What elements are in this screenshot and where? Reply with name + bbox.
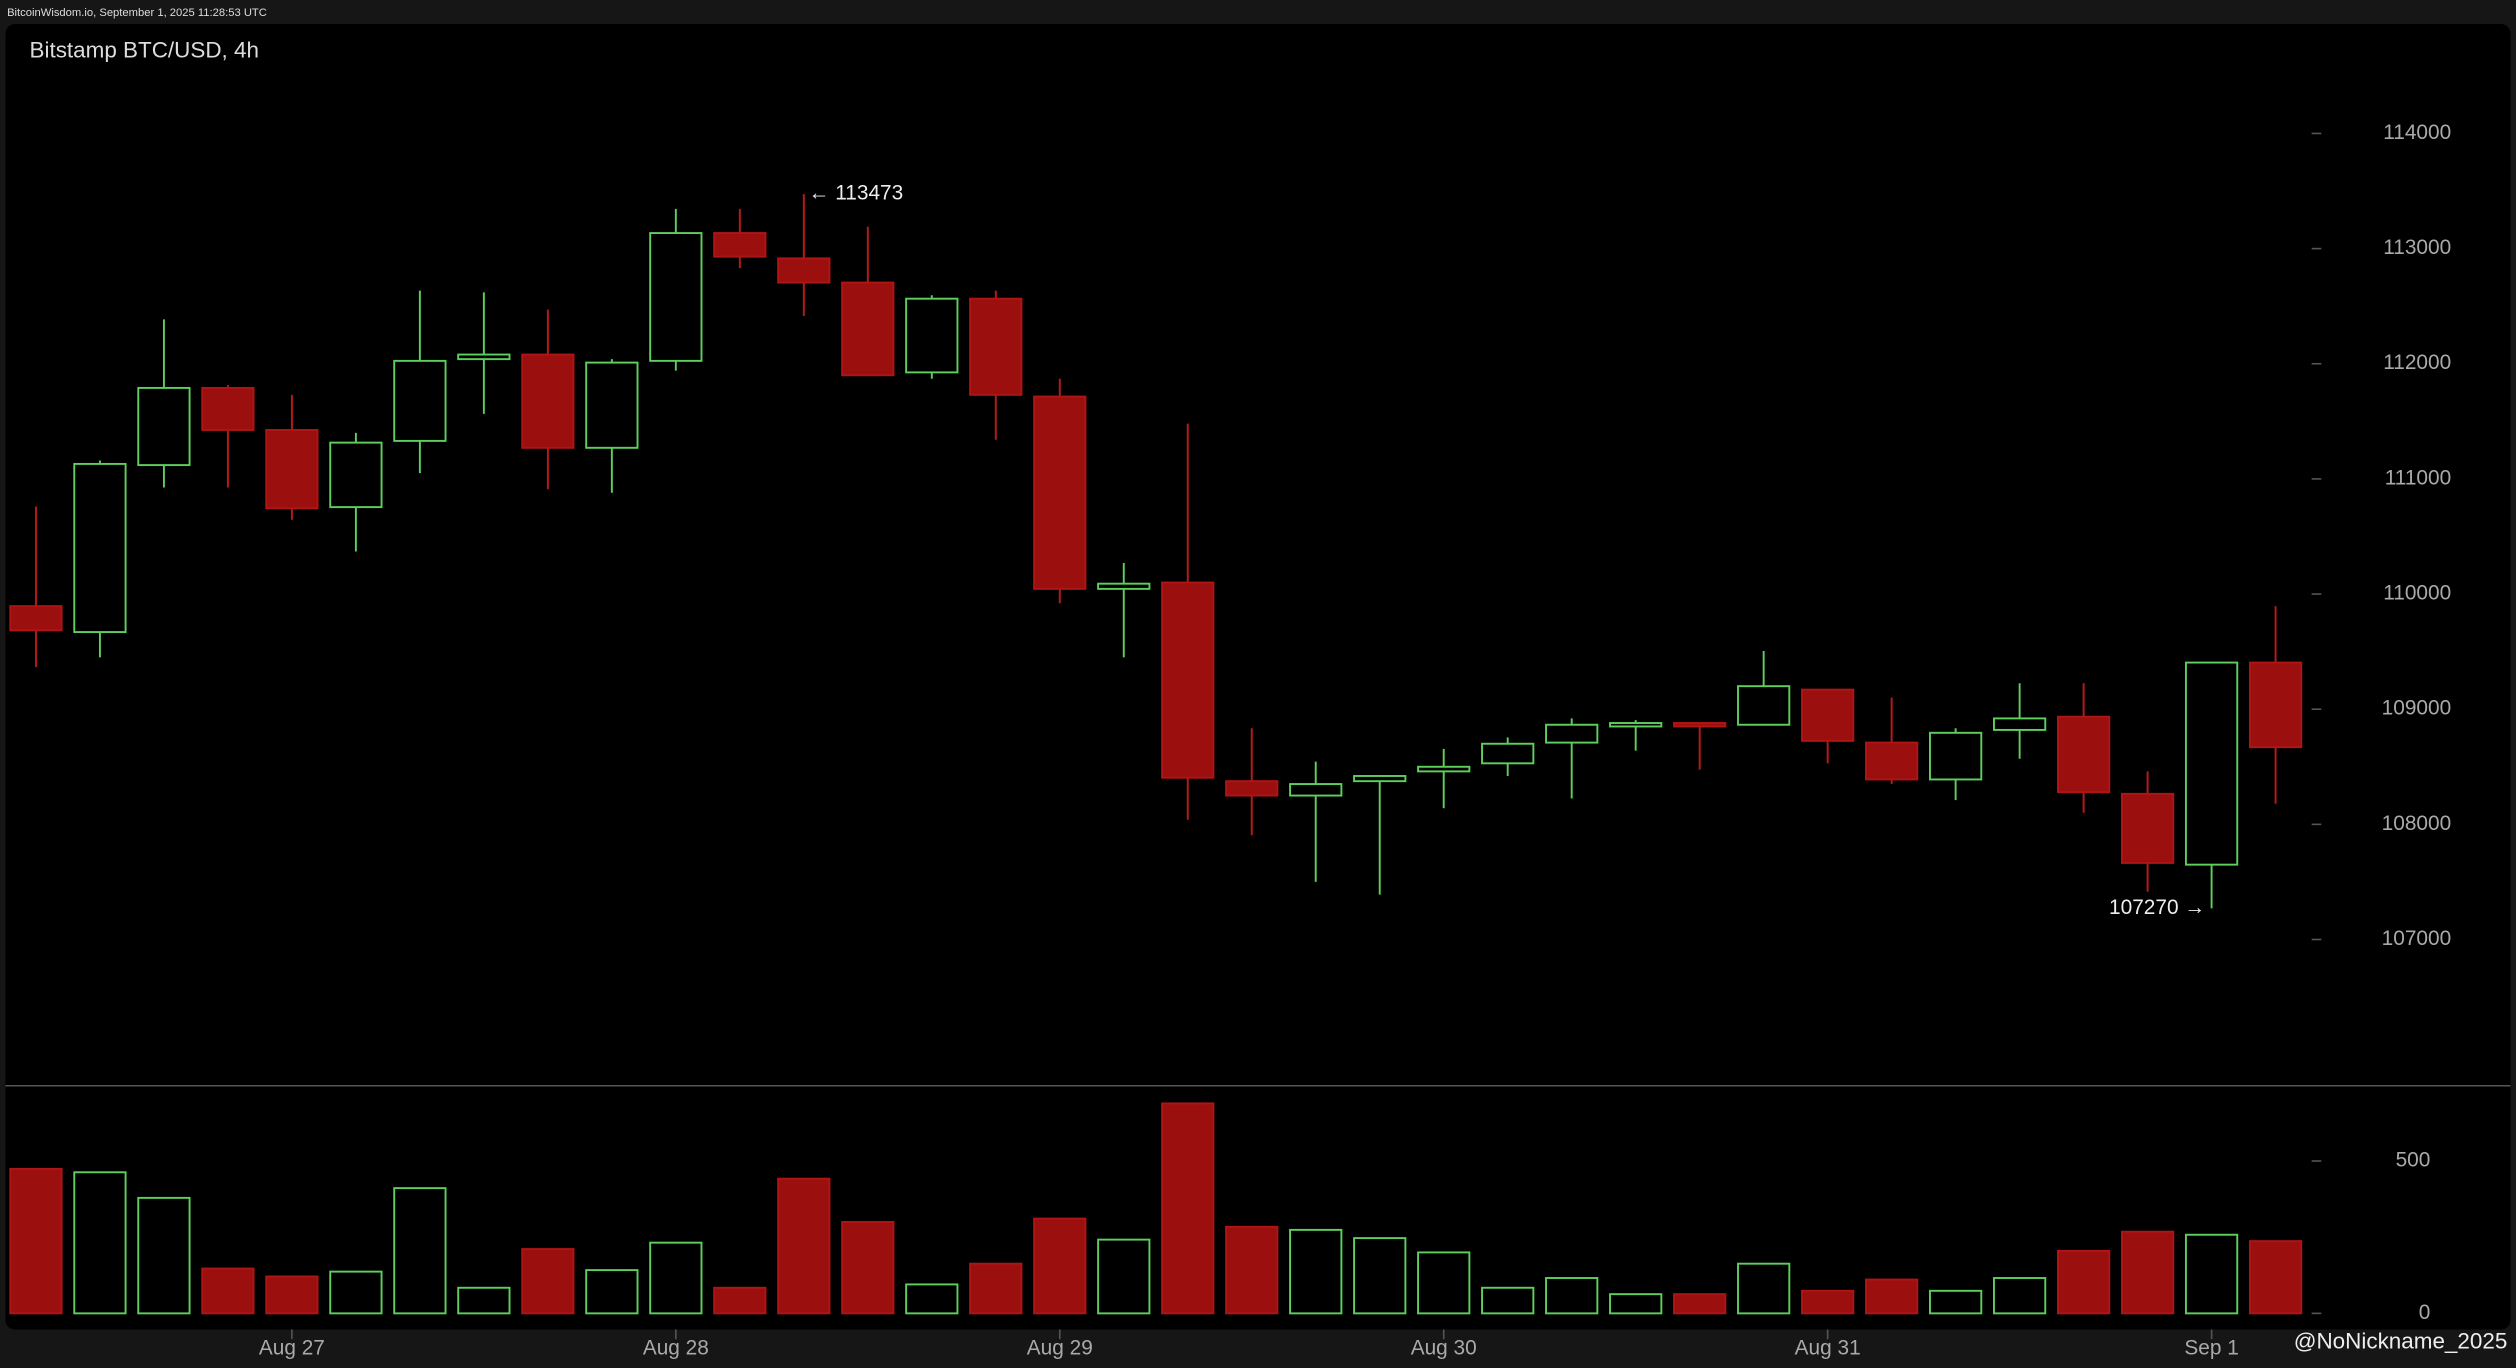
volume-bar: [1865, 1278, 1919, 1315]
candle-body: [2120, 792, 2175, 864]
candle-body: [905, 297, 959, 374]
volume-bar: [1353, 1237, 1407, 1315]
y-tick-label: 114000: [2383, 121, 2451, 144]
volume-bar: [585, 1269, 639, 1315]
candle-body: [393, 359, 447, 442]
y-tick-label: 109000: [2382, 697, 2452, 720]
candle-body: [1929, 731, 1983, 781]
candle-body: [2184, 661, 2239, 866]
candle-body: [265, 428, 319, 510]
volume-bar: [2184, 1233, 2239, 1315]
candle-body: [1097, 582, 1151, 590]
volume-bar: [1161, 1102, 1215, 1315]
volume-bar: [1673, 1293, 1727, 1315]
candle-body: [1161, 581, 1215, 779]
y-tick-label: 110000: [2383, 582, 2451, 605]
volume-bar: [649, 1241, 703, 1315]
header: BitcoinWisdom.io, September 1, 2025 11:2…: [7, 7, 267, 19]
candle-body: [1353, 775, 1407, 783]
candle-body: [137, 386, 191, 467]
volume-bar: [1737, 1262, 1791, 1315]
volume-bar: [713, 1286, 767, 1315]
candle-body: [585, 361, 639, 449]
candle-body: [2056, 715, 2111, 794]
y-tick-label: 111000: [2385, 466, 2451, 489]
volume-bar: [457, 1286, 511, 1315]
candle-body: [1481, 742, 1535, 765]
volume-bar: [1033, 1217, 1087, 1315]
volume-bar: [969, 1262, 1023, 1315]
plot-area: [5, 24, 2511, 1330]
watermark: @NoNickname_2025: [2294, 1328, 2508, 1353]
candle-body: [2248, 661, 2303, 749]
volume-bar: [393, 1187, 447, 1315]
volume-bar: [1225, 1225, 1279, 1315]
volume-bar: [2120, 1230, 2175, 1315]
high-annotation: ← 113473: [809, 182, 904, 205]
volume-bar: [841, 1220, 895, 1315]
y-tick-label: 108000: [2382, 812, 2452, 835]
volume-bar: [2248, 1240, 2303, 1315]
volume-bar: [1289, 1228, 1343, 1315]
candle-body: [1289, 783, 1343, 797]
volume-bar: [73, 1171, 127, 1315]
volume-bar: [905, 1283, 959, 1315]
candle-body: [1737, 685, 1791, 726]
volume-bar: [777, 1177, 831, 1315]
y-tick-label: 113000: [2383, 236, 2451, 259]
candle-body: [201, 386, 255, 431]
volume-tick-label: 500: [2396, 1149, 2431, 1172]
candle-body: [73, 462, 127, 634]
volume-bar: [265, 1275, 319, 1315]
candle-body: [1673, 722, 1727, 728]
volume-bar: [1992, 1277, 2047, 1315]
volume-bar: [1481, 1286, 1535, 1315]
volume-bar: [1097, 1238, 1151, 1315]
volume-bar: [9, 1167, 63, 1315]
candle-body: [713, 232, 767, 258]
candle-body: [777, 257, 831, 284]
volume-bar: [1545, 1277, 1599, 1315]
low-annotation: 107270 →: [2109, 896, 2205, 919]
x-tick-label: Sep 1: [2184, 1336, 2238, 1359]
volume-bar: [1929, 1289, 1983, 1315]
candle-body: [841, 281, 895, 377]
candle-body: [1801, 688, 1855, 742]
volume-bar: [2056, 1249, 2111, 1315]
candle-body: [9, 605, 63, 632]
x-tick-label: Aug 28: [643, 1336, 709, 1359]
y-tick-label: 107000: [2382, 927, 2452, 950]
candle-body: [521, 353, 575, 449]
candle-body: [1545, 723, 1599, 744]
chart-title: Bitstamp BTC/USD, 4h: [30, 37, 259, 62]
x-tick-label: Aug 30: [1411, 1336, 1477, 1359]
candle-body: [1417, 765, 1471, 773]
volume-bar: [1801, 1289, 1855, 1315]
candle-body: [1865, 741, 1919, 781]
x-tick-label: Aug 27: [259, 1336, 325, 1359]
y-tick-label: 112000: [2383, 351, 2451, 374]
volume-bar: [137, 1196, 191, 1315]
candle-body: [1225, 780, 1279, 797]
x-tick-label: Aug 29: [1027, 1336, 1093, 1359]
candle-body: [1609, 722, 1663, 728]
candle-body: [1992, 717, 2047, 731]
volume-bar: [201, 1267, 255, 1315]
candle-body: [649, 232, 703, 362]
x-tick-label: Aug 31: [1795, 1336, 1861, 1359]
volume-bar: [329, 1270, 383, 1315]
volume-tick-label: 0: [2419, 1301, 2431, 1324]
volume-bar: [521, 1248, 575, 1315]
candle-body: [1033, 395, 1087, 590]
volume-bar: [1609, 1293, 1663, 1315]
candle-body: [329, 441, 383, 509]
candle-body: [969, 297, 1023, 396]
volume-bar: [1417, 1251, 1471, 1315]
candle-body: [457, 353, 511, 361]
